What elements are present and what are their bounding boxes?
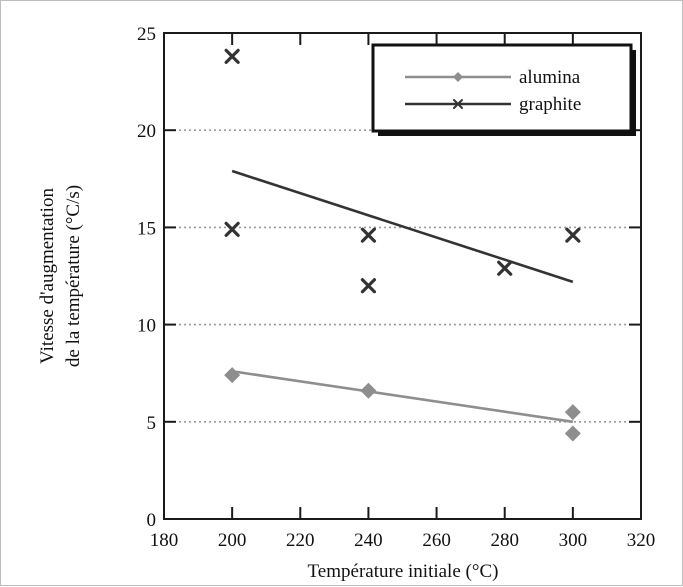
x-axis-label: Température initiale (°C) — [308, 561, 499, 582]
y-tick-label-25: 25 — [137, 24, 156, 45]
graphite-point-5 — [565, 227, 581, 243]
alumina-point-2 — [564, 404, 581, 421]
x-tick-label-280: 280 — [490, 530, 519, 551]
graphite-point-3 — [360, 278, 377, 294]
y-tick-label-0: 0 — [147, 510, 157, 531]
alumina-point-0 — [224, 367, 241, 384]
x-tick-label-300: 300 — [559, 530, 588, 551]
legend-label-graphite: graphite — [519, 94, 581, 115]
x-tick-label-220: 220 — [286, 530, 315, 551]
x-tick-label-180: 180 — [150, 530, 179, 551]
alumina-trend-line — [231, 369, 574, 424]
x-tick-label-320: 320 — [627, 530, 656, 551]
alumina-point-1 — [360, 382, 377, 399]
y-tick-label-5: 5 — [147, 413, 157, 434]
graphite-point-4 — [497, 260, 513, 276]
y-axis-label-line-1: Vitesse d'augmentation — [37, 188, 58, 364]
graphite-trend-line — [231, 169, 574, 284]
legend-label-alumina: alumina — [519, 67, 581, 88]
y-tick-label-10: 10 — [137, 316, 156, 337]
graphite-point-1 — [224, 221, 240, 237]
y-tick-label-20: 20 — [137, 121, 156, 142]
graphite-point-0 — [224, 48, 240, 64]
y-axis-label-line-2: de la température (°C/s) — [63, 185, 84, 367]
x-tick-label-260: 260 — [422, 530, 451, 551]
legend-box — [371, 43, 633, 133]
graphite-point-2 — [360, 227, 377, 243]
legend-marker-graphite — [453, 99, 463, 109]
alumina-point-3 — [564, 425, 581, 442]
y-tick-label-15: 15 — [137, 218, 156, 239]
x-tick-label-240: 240 — [354, 530, 383, 551]
x-tick-label-200: 200 — [218, 530, 247, 551]
legend-marker-alumina — [453, 72, 463, 82]
plot-frame — [163, 32, 642, 520]
